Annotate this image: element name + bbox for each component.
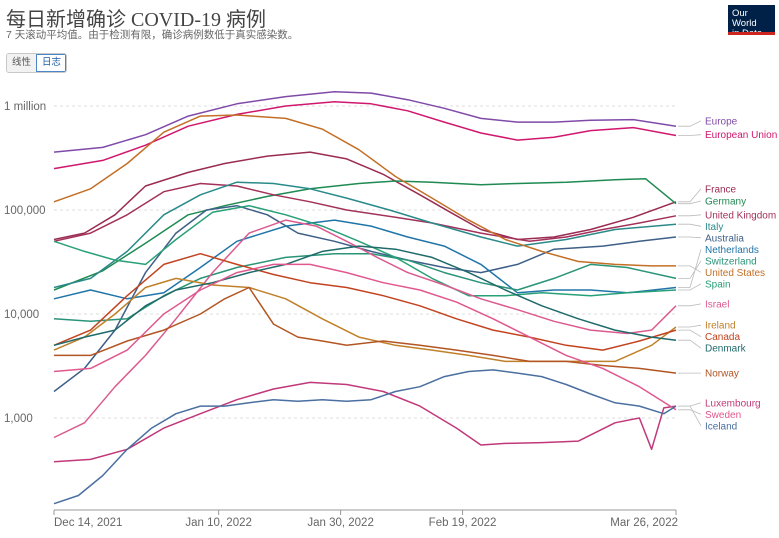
legend-connector <box>678 260 702 279</box>
legend-label-4[interactable]: United Kingdom <box>705 210 776 221</box>
legend-label-7[interactable]: Netherlands <box>705 245 759 256</box>
legend-label-13[interactable]: Canada <box>705 332 740 343</box>
legend-connector <box>678 265 702 273</box>
series-line-18[interactable] <box>53 369 677 505</box>
legend-connector <box>678 214 702 217</box>
y-tick-label: 10,000 <box>4 309 39 321</box>
series-line-7[interactable] <box>53 219 677 300</box>
legend-connector <box>678 402 702 407</box>
legend-connector <box>678 329 702 338</box>
series-line-4[interactable] <box>53 182 677 243</box>
legend-label-11[interactable]: Israel <box>705 299 729 310</box>
log-scale-button[interactable]: 日志 <box>36 54 67 72</box>
legend-label-2[interactable]: France <box>705 184 737 195</box>
legend-connector <box>678 188 702 203</box>
series-line-0[interactable] <box>53 91 677 153</box>
legend-label-8[interactable]: United States <box>705 268 765 279</box>
legend-label-12[interactable]: Ireland <box>705 321 736 332</box>
legend-connector <box>678 249 702 288</box>
legend-connector <box>678 223 702 227</box>
scale-toggle: 线性 日志 <box>6 53 68 73</box>
legend-connector <box>678 283 702 291</box>
x-tick-label: Jan 10, 2022 <box>185 517 252 529</box>
legend-label-6[interactable]: Australia <box>705 233 744 244</box>
series-lines <box>53 91 677 505</box>
series-line-2[interactable] <box>53 151 677 241</box>
chart-title: 每日新增确诊 COVID-19 病例 <box>6 9 266 31</box>
legend-label-9[interactable]: Switzerland <box>705 256 757 267</box>
legend-connector <box>678 409 702 415</box>
y-tick-label: 100,000 <box>4 205 46 217</box>
legend-connector <box>678 134 702 136</box>
x-tick-label: Feb 19, 2022 <box>429 517 497 529</box>
legend-connector <box>678 236 702 239</box>
legend-label-3[interactable]: Germany <box>705 197 746 208</box>
legend-connector <box>678 405 702 426</box>
linear-scale-button[interactable]: 线性 <box>7 54 37 72</box>
x-tick-label: Dec 14, 2021 <box>54 517 122 529</box>
legend-label-15[interactable]: Norway <box>705 369 739 380</box>
grid: 1,000 10,000 100,000 1 million <box>4 101 676 425</box>
series-line-6[interactable] <box>53 204 677 393</box>
series-line-11[interactable] <box>53 219 677 439</box>
series-line-5[interactable] <box>53 181 677 289</box>
legend-label-1[interactable]: European Union <box>705 130 777 141</box>
series-line-14[interactable] <box>53 245 677 347</box>
series-line-8[interactable] <box>53 114 676 267</box>
series-line-15[interactable] <box>54 286 677 374</box>
series-line-12[interactable] <box>53 277 677 363</box>
legend-label-17[interactable]: Sweden <box>705 410 741 421</box>
legend-label-18[interactable]: Iceland <box>705 421 737 432</box>
series-line-13[interactable] <box>53 252 677 351</box>
legend-connector <box>678 200 702 205</box>
legend-label-14[interactable]: Denmark <box>705 344 747 355</box>
legend-label-16[interactable]: Luxembourg <box>705 398 761 409</box>
legend-label-0[interactable]: Europe <box>705 116 738 127</box>
x-tick-label: Mar 26, 2022 <box>610 517 678 529</box>
legend-connector <box>678 303 702 307</box>
series-line-17[interactable] <box>53 263 677 411</box>
x-axis: Dec 14, 2021 Jan 10, 2022 Jan 30, 2022 Feb … <box>53 509 678 529</box>
legend-connector <box>678 339 702 349</box>
owid-logo[interactable]: Our World in Data <box>728 5 775 39</box>
y-tick-label: 1,000 <box>4 413 33 425</box>
legend-connector <box>678 324 702 328</box>
series-line-3[interactable] <box>53 177 677 291</box>
legend-connector <box>678 120 702 127</box>
legend-label-5[interactable]: Italy <box>705 222 723 233</box>
logo-line-1: Our World <box>732 8 757 29</box>
series-line-16[interactable] <box>53 381 677 463</box>
legend-label-10[interactable]: Spain <box>705 279 731 290</box>
chart-subtitle: 7 天滚动平均值。由于检测有限，确诊病例数低于真实感染数。 <box>6 29 299 41</box>
x-tick-label: Jan 30, 2022 <box>307 517 374 529</box>
series-line-1[interactable] <box>53 100 677 170</box>
y-tick-label: 1 million <box>4 101 46 113</box>
legend: Europe European Union France Germany United … <box>678 116 777 432</box>
series-line-10[interactable] <box>53 204 677 297</box>
